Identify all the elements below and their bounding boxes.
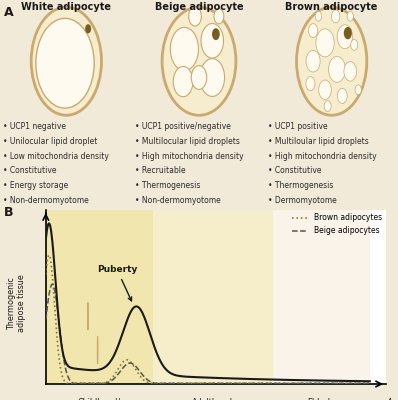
Circle shape [85, 24, 91, 33]
Text: • Multiloular lipid droplets: • Multiloular lipid droplets [268, 137, 369, 146]
Circle shape [319, 80, 332, 100]
Text: Puberty: Puberty [97, 265, 137, 301]
Circle shape [306, 77, 315, 91]
Circle shape [201, 24, 224, 58]
Circle shape [170, 27, 199, 70]
Bar [153, 210, 273, 384]
Text: • Dermomyotome: • Dermomyotome [268, 196, 337, 205]
Text: • Recruitable: • Recruitable [135, 166, 186, 176]
Text: • Low mitochondria density: • Low mitochondria density [3, 152, 109, 161]
Circle shape [191, 66, 207, 90]
Circle shape [337, 25, 353, 49]
Text: Thermogenic
adipose tissue: Thermogenic adipose tissue [7, 274, 26, 332]
Text: Brown adipocyte: Brown adipocyte [285, 2, 378, 12]
Circle shape [316, 29, 334, 57]
Text: Beige adipocyte: Beige adipocyte [155, 2, 243, 12]
Text: Elderly: Elderly [307, 398, 335, 400]
Circle shape [173, 66, 193, 97]
Text: Age: Age [386, 398, 398, 400]
Legend: Brown adipocytes, Beige adipocytes: Brown adipocytes, Beige adipocytes [289, 210, 386, 238]
Circle shape [308, 24, 318, 38]
Text: • Constitutive: • Constitutive [268, 166, 322, 176]
Text: Adulthood: Adulthood [192, 398, 233, 400]
Circle shape [214, 9, 224, 24]
Circle shape [355, 85, 361, 95]
Bar [273, 210, 370, 384]
Text: • UCP1 positive: • UCP1 positive [268, 122, 328, 131]
Text: • Energy storage: • Energy storage [3, 181, 68, 190]
Text: • Non-dermomyotome: • Non-dermomyotome [3, 196, 88, 205]
Text: • Unilocular lipid droplet: • Unilocular lipid droplet [3, 137, 97, 146]
Text: B: B [4, 206, 14, 219]
Text: • Non-dermomyotome: • Non-dermomyotome [135, 196, 221, 205]
Text: • High mitochondria density: • High mitochondria density [135, 152, 244, 161]
Circle shape [324, 101, 331, 112]
Circle shape [200, 58, 224, 96]
Circle shape [347, 12, 353, 21]
Circle shape [297, 7, 367, 115]
Circle shape [351, 40, 358, 50]
Ellipse shape [162, 7, 236, 115]
Circle shape [328, 56, 345, 82]
Text: • Multilocular lipid droplets: • Multilocular lipid droplets [135, 137, 240, 146]
Circle shape [332, 10, 340, 23]
Text: A: A [4, 6, 14, 19]
Circle shape [189, 6, 201, 26]
Text: • UCP1 negative: • UCP1 negative [3, 122, 66, 131]
Text: • UCP1 positive/negative: • UCP1 positive/negative [135, 122, 231, 131]
Text: • High mitochondria density: • High mitochondria density [268, 152, 377, 161]
Text: Childhood/
adolescence: Childhood/ adolescence [74, 398, 125, 400]
Text: • Constitutive: • Constitutive [3, 166, 56, 176]
Circle shape [212, 28, 220, 40]
Text: White adipocyte: White adipocyte [21, 2, 111, 12]
Circle shape [344, 27, 352, 39]
Text: • Thermogenesis: • Thermogenesis [268, 181, 334, 190]
Circle shape [36, 18, 94, 108]
Circle shape [306, 50, 320, 72]
Bar [46, 210, 153, 384]
Text: • Thermogenesis: • Thermogenesis [135, 181, 201, 190]
Circle shape [31, 7, 101, 115]
Circle shape [315, 12, 322, 21]
Circle shape [344, 62, 357, 81]
Circle shape [338, 88, 347, 104]
